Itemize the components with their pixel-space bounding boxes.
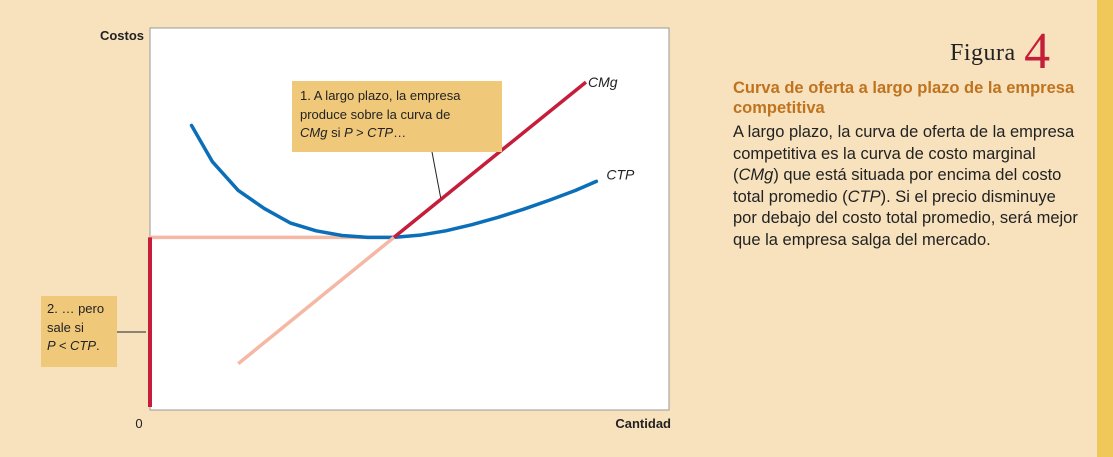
figure-label: Figura 4 [950,22,1051,81]
note-condition: P < CTP [47,338,97,353]
x-axis-label: Cantidad [615,416,671,431]
note-line: 2. … pero [47,301,105,316]
caption-body: A largo plazo, la curva de oferta de la … [733,122,1083,251]
cmg-line-solid [392,80,588,239]
series-label-cmg: CMg [588,74,618,90]
note-line: produce sobre la curva de [300,106,451,122]
caption-body-part: A largo plazo, la curva de oferta de la … [733,123,1075,184]
y-axis-label: Costos [100,28,144,43]
origin-label: 0 [135,416,142,431]
caption-body-part: CTP [847,187,881,206]
annotation-note-1: 1. A largo plazo, la empresa produce sob… [292,81,502,152]
note-line: CMg si P > CTP… [300,124,494,143]
caption-body-part: CMg [738,166,774,184]
caption-body-part: ) que está situada por encima del costo … [733,166,1062,206]
annotation-note-2: 2. … pero sale si P < CTP. [41,296,117,367]
right-accent-stripe [1097,0,1113,457]
caption-title: Curva de oferta a largo plazo de la empr… [733,79,1075,117]
note-line: sale si [47,319,84,335]
caption-body-part: ). Si el precio disminuye por debajo del… [733,187,1078,249]
figure-number: 4 [1024,23,1051,80]
note-condition: P > CTP [344,125,394,140]
series-label-ctp: CTP [606,166,635,182]
note-line: 1. A largo plazo, la empresa [300,88,461,103]
note-cmg: CMg [300,125,328,140]
annotation-1-leader [431,151,442,198]
note-period: . [96,338,100,353]
note-ellipsis: … [393,125,407,140]
cmg-line-faded [237,235,396,366]
figure-word: Figura [950,40,1016,66]
note-line: P < CTP. [47,337,111,356]
note-si: si [327,125,345,140]
